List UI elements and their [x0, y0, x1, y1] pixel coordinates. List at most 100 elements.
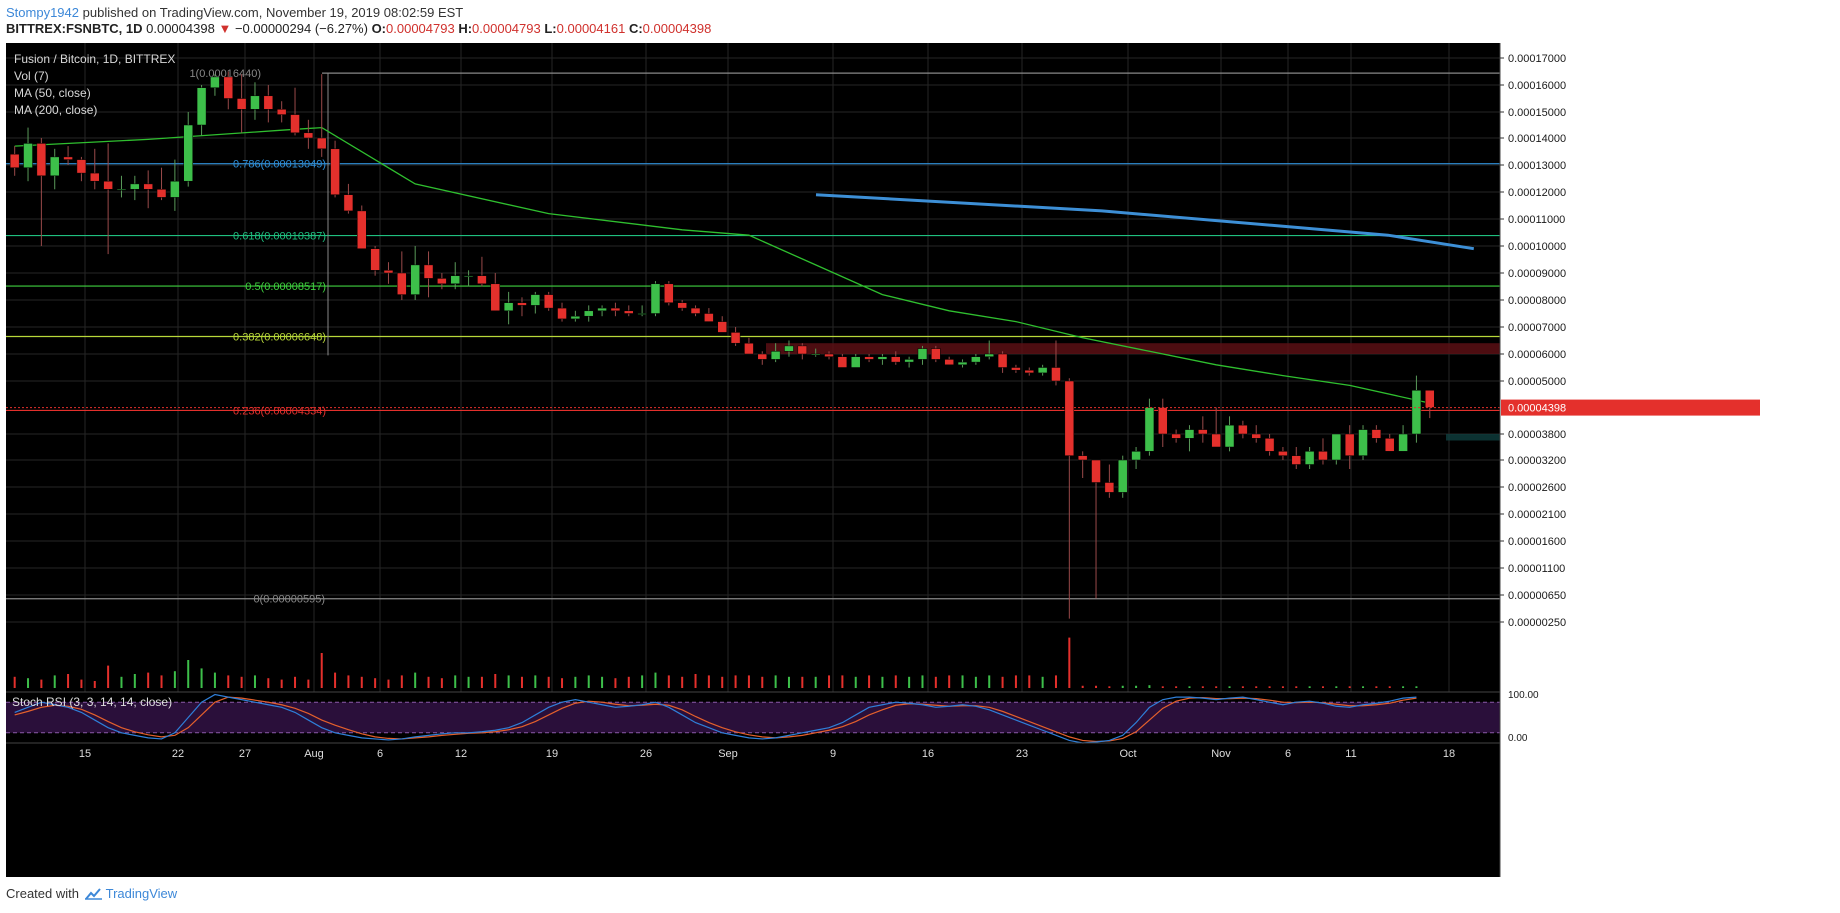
x-tick-label: Oct [1119, 748, 1136, 760]
volume-bar [561, 678, 564, 688]
volume-bar [1321, 686, 1324, 688]
candle-body [463, 275, 474, 277]
fib-label: 0.382(0.00006648) [233, 332, 326, 344]
volume-bar [1362, 686, 1365, 688]
high-value: 0.00004793 [472, 21, 541, 36]
fib-label: 0.5(0.00008517) [245, 281, 326, 293]
volume-bar [961, 675, 964, 688]
volume-bar [694, 674, 697, 688]
candle-body [530, 294, 541, 306]
candle-body [90, 172, 100, 182]
tradingview-brand[interactable]: TradingView [105, 886, 178, 901]
candle-body [170, 180, 180, 198]
x-tick-label: 6 [1285, 748, 1291, 760]
volume-bar [1175, 686, 1178, 688]
volume-bar [360, 676, 363, 688]
candle-body [1104, 482, 1115, 493]
y-tick-label: 0.00016000 [1508, 80, 1566, 92]
volume-bar [213, 672, 216, 688]
candle-body [1037, 367, 1048, 374]
candle-body [1077, 455, 1088, 461]
volume-bar [267, 678, 270, 688]
candle-body [1011, 367, 1021, 371]
volume-bar [1108, 686, 1111, 688]
volume-bar [1135, 685, 1138, 688]
y-tick-label: 0.00010000 [1508, 241, 1566, 253]
y-tick-label: 0.00002100 [1508, 509, 1566, 521]
fib-label: 0.618(0.00010387) [233, 231, 326, 243]
candle-body [450, 275, 460, 285]
volume-bar [494, 674, 497, 688]
candle-body [236, 98, 247, 110]
candle-body [316, 137, 327, 150]
change-value: −0.00000294 (−6.27%) [234, 21, 368, 36]
candle-body [130, 183, 140, 190]
y-tick-label: 0.00003200 [1508, 455, 1566, 467]
low-label: L: [544, 21, 557, 36]
y-tick-label: 0.00013000 [1508, 160, 1566, 172]
volume-bar [667, 675, 670, 688]
candle-body [797, 345, 808, 355]
y-tick-label: 0.00014000 [1508, 133, 1566, 145]
candle-body [784, 345, 794, 352]
candle-body [864, 356, 874, 360]
volume-bar [480, 676, 483, 688]
candle-body [1278, 451, 1288, 456]
volume-bar [614, 678, 617, 688]
volume-bar [587, 675, 590, 688]
candle-body [677, 302, 687, 309]
close-value: 0.00004398 [642, 21, 712, 36]
y-tick-label: 0.00007000 [1508, 322, 1566, 334]
x-tick-label: Sep [718, 748, 738, 760]
volume-bar [440, 678, 443, 688]
candle-body [210, 76, 220, 88]
y-tick-label: 0.00009000 [1508, 268, 1566, 280]
candle-body [1184, 429, 1195, 439]
footer: Created with TradingView [6, 886, 177, 901]
candle-body [717, 321, 727, 333]
volume-bar [200, 668, 203, 688]
volume-bar [374, 678, 377, 688]
ma50-line [14, 126, 1430, 404]
support-zone [1446, 434, 1500, 441]
x-tick-label: 12 [455, 748, 467, 760]
volume-bar [1268, 686, 1271, 688]
volume-bar [1095, 685, 1098, 688]
volume-bar [601, 676, 604, 688]
candle-body [490, 283, 501, 312]
x-tick-label: Aug [304, 748, 324, 760]
volume-bar [27, 678, 30, 688]
volume-bar [240, 676, 243, 688]
candle-body [1024, 369, 1035, 374]
candle-body [276, 109, 287, 115]
candle-body [1318, 451, 1328, 461]
candle-body [1091, 459, 1101, 483]
open-label: O: [371, 21, 387, 36]
volume-bar [654, 672, 657, 688]
stoch-band [6, 702, 1500, 733]
volume-bar [120, 676, 123, 688]
last-price-tag-label: 0.00004398 [1508, 403, 1566, 415]
candle-body [904, 359, 914, 363]
candle-body [517, 302, 527, 306]
candle-body [610, 307, 621, 312]
x-tick-label: 9 [830, 748, 836, 760]
volume-bar [854, 676, 857, 688]
y-tick-label: 0.00000250 [1508, 617, 1566, 629]
volume-bar [1014, 675, 1017, 688]
volume-bar [1255, 686, 1258, 688]
volume-bar [707, 675, 710, 688]
chart-frame[interactable]: 1(0.00016440) 0.786(0.00013049) 0.618(0.00… [6, 43, 1760, 877]
volume-bar [107, 665, 110, 688]
author-link[interactable]: Stompy1942 [6, 5, 79, 20]
candle-body [624, 310, 634, 314]
volume-bar [400, 675, 403, 688]
price-chart[interactable]: 1(0.00016440) 0.786(0.00013049) 0.618(0.00… [6, 43, 1760, 877]
candle-body [343, 194, 354, 212]
x-tick-label: 16 [922, 748, 934, 760]
y-axis-labels: 0.00017000 0.00016000 0.00015000 0.00014000… [1500, 53, 1566, 629]
candle-body [1158, 407, 1168, 435]
change-arrow: ▼ [218, 21, 232, 36]
volume-bar [801, 676, 804, 688]
y-tick-label: 0.00002600 [1508, 482, 1566, 494]
